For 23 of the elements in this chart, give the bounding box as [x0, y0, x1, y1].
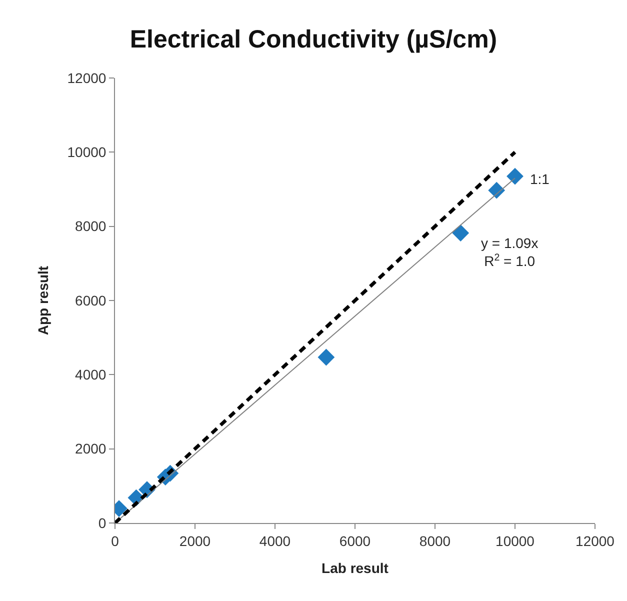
y-tick-label: 8000	[75, 218, 106, 234]
y-tick-label: 2000	[75, 440, 106, 457]
point	[488, 182, 506, 199]
x-tick-label: 6000	[339, 532, 371, 549]
x-tick-label: 8000	[419, 532, 451, 549]
y-tick-label: 0	[98, 514, 106, 531]
y-tick-label: 10000	[67, 144, 106, 160]
x-tick-label: 0	[111, 532, 120, 549]
point	[452, 224, 470, 242]
annotation: 1:1	[530, 171, 550, 187]
y-tick-label: 4000	[75, 366, 106, 383]
x-tick-label: 2000	[179, 532, 211, 549]
x-tick-label: 10000	[496, 532, 535, 549]
annotation: y = 1.09x R$^{2}$ = 1.0	[481, 235, 538, 270]
point	[318, 348, 335, 366]
x-tick-label: 4000	[259, 532, 291, 549]
x-axis-title: Lab result	[322, 560, 389, 576]
y-tick-label: 6000	[75, 292, 106, 308]
chart-title: Electrical Conductivity (µS/cm)	[130, 26, 498, 54]
point	[506, 168, 524, 185]
y-axis-title: App result	[34, 266, 51, 336]
x-tick-label: 12000	[576, 532, 615, 549]
y-tick-label: 12000	[67, 70, 106, 86]
